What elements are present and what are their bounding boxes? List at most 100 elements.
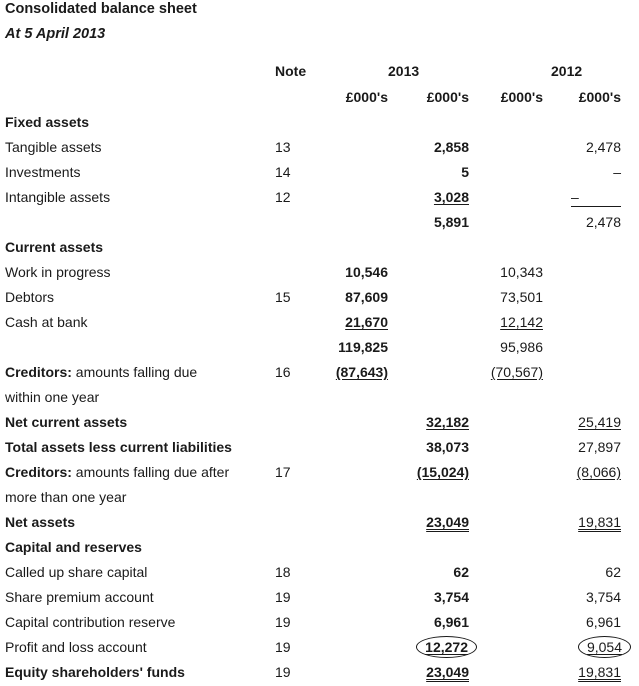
note-number: 19 <box>275 664 291 680</box>
row-label: Net current assets <box>5 414 128 430</box>
row-label: Investments <box>5 164 81 180</box>
value-2013-subtotal: 5,891 <box>433 214 469 230</box>
value-2013-sub: (87,643) <box>335 364 388 380</box>
value-2012-dash: – <box>571 185 621 210</box>
table-row: Fixed assets <box>0 110 639 135</box>
row-label: Work in progress <box>5 264 111 280</box>
value-2012: – <box>613 164 621 180</box>
note-number: 14 <box>275 164 291 180</box>
value-2013: 2,858 <box>433 139 469 155</box>
note-column-header: Note <box>275 63 307 79</box>
table-row: 119,825 95,986 <box>0 335 639 360</box>
table-row: Total assets less current liabilities 38… <box>0 435 639 460</box>
row-label: Creditors: amounts falling due after <box>5 464 230 480</box>
row-label: Tangible assets <box>5 139 102 155</box>
note-number: 19 <box>275 589 291 605</box>
value-2013-circled: 12,272 <box>416 635 477 660</box>
table-row: Share premium account 19 3,754 3,754 <box>0 585 639 610</box>
value-2012: 25,419 <box>578 414 621 430</box>
section-heading: Current assets <box>5 239 104 255</box>
table-row: Intangible assets 12 3,028 – <box>0 185 639 210</box>
unit-header-2012-b: £000's <box>578 89 621 105</box>
value-2013: 62 <box>453 564 469 580</box>
note-number: 19 <box>275 639 291 655</box>
table-row: Creditors: amounts falling due after 17 … <box>0 460 639 485</box>
table-row: Current assets <box>0 235 639 260</box>
value-2012: 27,897 <box>578 439 621 455</box>
value-2013-sub: 21,670 <box>345 314 388 330</box>
year-2012-header: 2012 <box>551 63 583 79</box>
row-label: Net assets <box>5 514 76 530</box>
table-row: more than one year <box>0 485 639 510</box>
row-label: Equity shareholders' funds <box>5 664 185 680</box>
year-2013-header: 2013 <box>388 63 420 79</box>
value-2012-sub: (70,567) <box>490 364 543 380</box>
value-2012-sub: 12,142 <box>500 314 543 330</box>
note-number: 15 <box>275 289 291 305</box>
document-subtitle: At 5 April 2013 <box>5 26 106 42</box>
value-2013-total: 23,049 <box>426 664 469 680</box>
table-row: within one year <box>0 385 639 410</box>
table-row: Net current assets 32,182 25,419 <box>0 410 639 435</box>
value-2012: 6,961 <box>585 614 621 630</box>
note-number: 12 <box>275 189 291 205</box>
unit-header-2012-a: £000's <box>500 89 543 105</box>
unit-header-2013-b: £000's <box>426 89 469 105</box>
section-heading: Capital and reserves <box>5 539 142 555</box>
table-row: Capital contribution reserve 19 6,961 6,… <box>0 610 639 635</box>
row-label-continuation: within one year <box>5 389 100 405</box>
note-number: 16 <box>275 364 291 380</box>
value-2012-sub: 10,343 <box>500 264 543 280</box>
value-2012-circled: 9,054 <box>577 635 631 660</box>
note-number: 17 <box>275 464 291 480</box>
value-2012: 2,478 <box>585 139 621 155</box>
value-2012-sub: 73,501 <box>500 289 543 305</box>
row-label: Profit and loss account <box>5 639 147 655</box>
value-2013: 6,961 <box>433 614 469 630</box>
value-2013-sub: 87,609 <box>345 289 388 305</box>
section-heading: Fixed assets <box>5 114 90 130</box>
row-label: Cash at bank <box>5 314 88 330</box>
value-2013-subtotal: 119,825 <box>338 339 388 355</box>
table-row: Debtors 15 87,609 73,501 <box>0 285 639 310</box>
value-2012-subtotal: 2,478 <box>585 214 621 230</box>
value-2013: (15,024) <box>416 464 469 480</box>
note-number: 13 <box>275 139 291 155</box>
table-row: Equity shareholders' funds 19 23,049 19,… <box>0 660 639 685</box>
table-row: Work in progress 10,546 10,343 <box>0 260 639 285</box>
value-2013: 3,754 <box>433 589 469 605</box>
document-title: Consolidated balance sheet <box>5 1 197 17</box>
value-2013: 32,182 <box>426 414 469 430</box>
table-row: Cash at bank 21,670 12,142 <box>0 310 639 335</box>
value-2012: (8,066) <box>576 464 621 480</box>
value-2012-subtotal: 95,986 <box>500 339 543 355</box>
value-2012: 62 <box>605 564 621 580</box>
row-label: Share premium account <box>5 589 154 605</box>
row-label: Called up share capital <box>5 564 148 580</box>
table-row: Tangible assets 13 2,858 2,478 <box>0 135 639 160</box>
note-number: 18 <box>275 564 291 580</box>
row-label: Total assets less current liabilities <box>5 439 232 455</box>
table-row: Called up share capital 18 62 62 <box>0 560 639 585</box>
row-label-continuation: more than one year <box>5 489 127 505</box>
value-2013-total: 23,049 <box>426 514 469 530</box>
row-label: Intangible assets <box>5 189 111 205</box>
row-label: Capital contribution reserve <box>5 614 176 630</box>
table-row: Net assets 23,049 19,831 <box>0 510 639 535</box>
table-row: 5,891 2,478 <box>0 210 639 235</box>
value-2012-total: 19,831 <box>578 664 621 680</box>
value-2013: 3,028 <box>433 189 469 205</box>
row-label: Creditors: amounts falling due <box>5 364 198 380</box>
note-number: 19 <box>275 614 291 630</box>
balance-sheet-rows: Fixed assets Tangible assets 13 2,858 2,… <box>0 110 639 685</box>
value-2013: 38,073 <box>426 439 469 455</box>
row-label: Debtors <box>5 289 55 305</box>
table-row: Investments 14 5 – <box>0 160 639 185</box>
table-row: Creditors: amounts falling due 16 (87,64… <box>0 360 639 385</box>
value-2013-sub: 10,546 <box>345 264 388 280</box>
value-2012: 3,754 <box>585 589 621 605</box>
table-row: Profit and loss account 19 12,272 9,054 <box>0 635 639 660</box>
unit-header-2013-a: £000's <box>345 89 388 105</box>
value-2013: 5 <box>461 164 469 180</box>
